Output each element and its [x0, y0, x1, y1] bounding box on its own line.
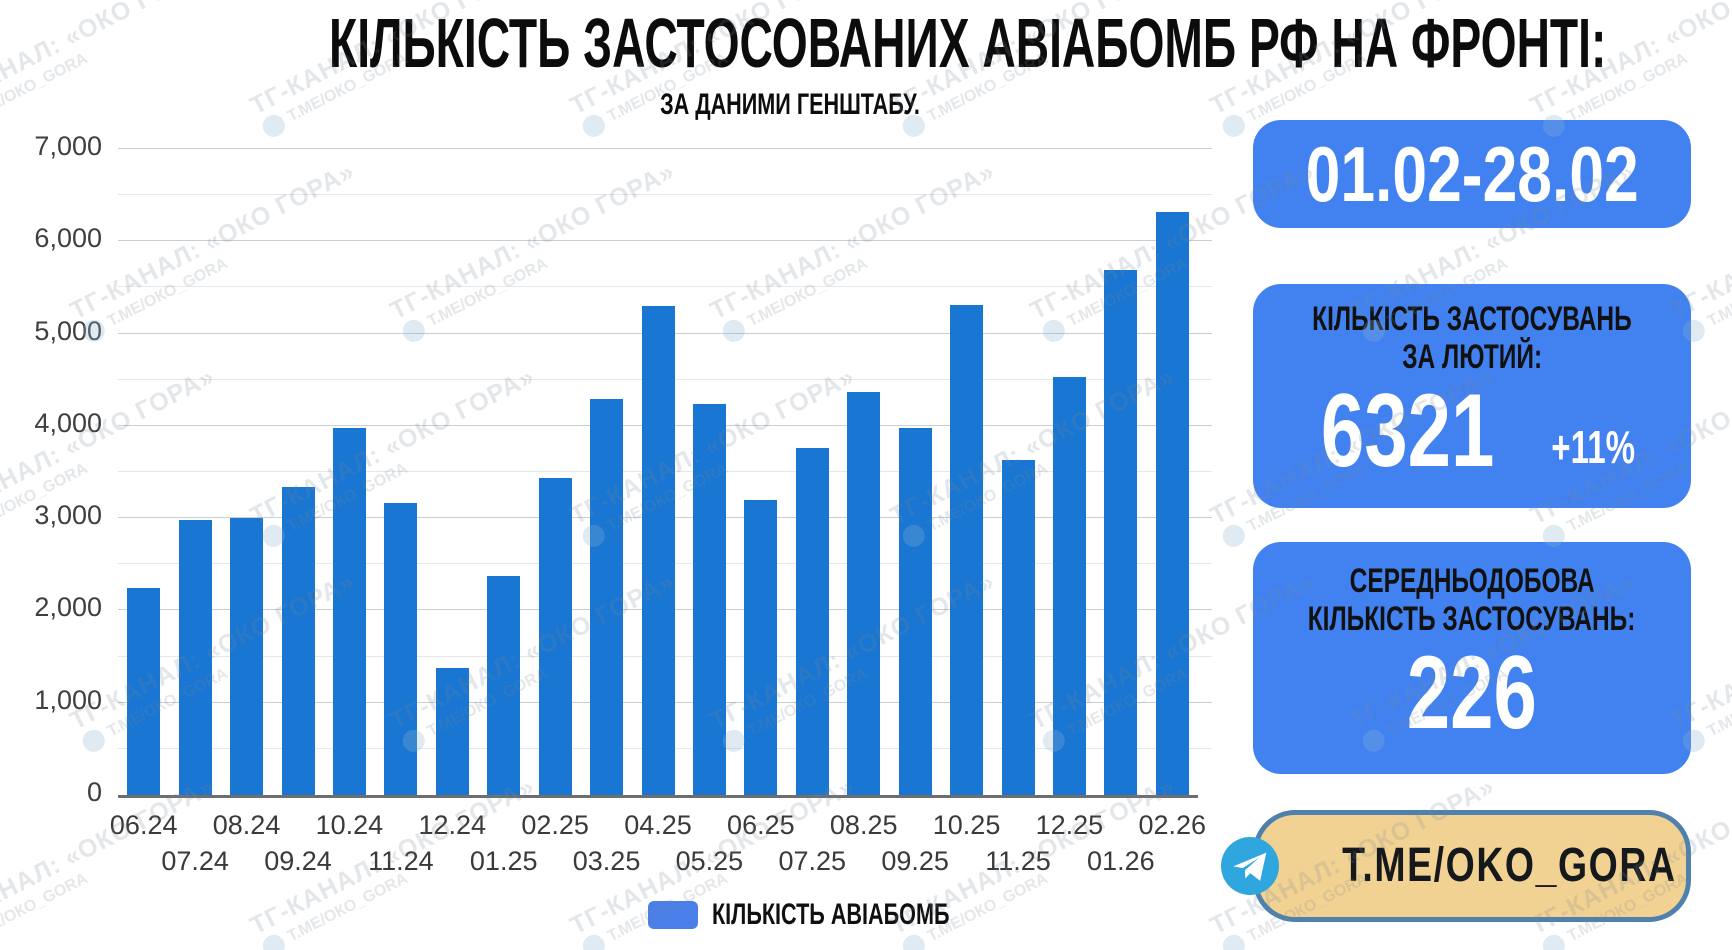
daily-average-label-line1: СЕРЕДНЬОДОБОВА	[1349, 562, 1595, 600]
bar-11.24	[384, 503, 418, 795]
bar-02.26	[1155, 211, 1189, 795]
bar-09.25	[898, 427, 932, 795]
bar-06.24	[127, 588, 161, 795]
x-tick-label-11.24: 11.24	[368, 846, 434, 876]
bar-08.24	[230, 518, 264, 795]
x-tick-label-05.25: 05.25	[675, 846, 744, 876]
x-tick-label-08.25: 08.25	[829, 810, 898, 840]
x-tick-label-10.24: 10.24	[315, 810, 384, 840]
daily-average-value: 226	[1406, 635, 1538, 752]
bar-01.25	[487, 576, 521, 795]
daily-average-label-line2: КІЛЬКІСТЬ ЗАСТОСУВАНЬ:	[1308, 600, 1636, 639]
x-tick-label-06.24: 06.24	[109, 810, 178, 840]
gridline-5500	[118, 286, 1212, 288]
date-range-text: 01.02-28.02	[1305, 130, 1639, 218]
bar-02.25	[538, 478, 572, 795]
telegram-handle: T.ME/OKO_GORA	[1341, 839, 1677, 892]
x-tick-label-12.24: 12.24	[418, 810, 487, 840]
bar-12.24	[435, 667, 469, 795]
x-tick-label-04.25: 04.25	[624, 810, 692, 840]
bar-05.25	[692, 403, 726, 795]
chart-title: КІЛЬКІСТЬ ЗАСТОСОВАНИХ АВІАБОМБ РФ НА ФР…	[329, 4, 1607, 82]
x-tick-label-01.26: 01.26	[1087, 846, 1155, 876]
chart-legend: КІЛЬКІСТЬ АВІАБОМБ	[648, 900, 1042, 930]
bar-10.24	[332, 427, 366, 795]
y-tick-label-1000: 1,000	[34, 684, 102, 715]
bar-10.25	[950, 304, 984, 795]
bar-07.24	[178, 520, 212, 795]
bar-07.25	[795, 448, 829, 795]
legend-swatch-icon	[648, 901, 698, 929]
bar-01.26	[1104, 269, 1138, 795]
x-tick-label-02.25: 02.25	[521, 810, 589, 840]
bar-03.25	[590, 399, 624, 795]
monthly-usage-label-line2: ЗА ЛЮТИЙ:	[1402, 338, 1542, 377]
gridline-6000	[118, 240, 1212, 242]
y-tick-label-3000: 3,000	[34, 500, 102, 531]
x-tick-label-02.26: 02.26	[1138, 810, 1207, 840]
x-tick-label-09.25: 09.25	[881, 846, 949, 876]
y-tick-label-4000: 4,000	[34, 407, 102, 438]
x-tick-label-07.25: 07.25	[778, 846, 847, 876]
x-tick-label-07.24: 07.24	[161, 846, 229, 876]
bar-04.25	[641, 305, 675, 795]
y-tick-label-2000: 2,000	[34, 592, 102, 623]
monthly-usage-badge: КІЛЬКІСТЬ ЗАСТОСУВАНЬ ЗА ЛЮТИЙ: 6321 +11…	[1253, 284, 1691, 508]
monthly-usage-label-line1: КІЛЬКІСТЬ ЗАСТОСУВАНЬ	[1312, 300, 1632, 338]
x-tick-label-03.25: 03.25	[572, 846, 641, 876]
y-tick-label-7000: 7,000	[34, 131, 102, 161]
monthly-usage-value: 6321	[1321, 373, 1495, 490]
bar-12.25	[1052, 376, 1086, 795]
gridline-6500	[118, 194, 1212, 196]
bar-09.24	[281, 486, 315, 795]
bar-06.25	[744, 499, 778, 795]
telegram-icon	[1220, 837, 1279, 895]
bar-08.25	[847, 391, 881, 795]
x-tick-label-12.25: 12.25	[1035, 810, 1104, 840]
bar-11.25	[1001, 460, 1035, 795]
x-tick-label-06.25: 06.25	[727, 810, 795, 840]
daily-average-badge: СЕРЕДНЬОДОБОВА КІЛЬКІСТЬ ЗАСТОСУВАНЬ: 22…	[1253, 542, 1691, 774]
legend-label: КІЛЬКІСТЬ АВІАБОМБ	[712, 898, 950, 931]
x-tick-label-01.25: 01.25	[469, 846, 538, 876]
plot-area: 0 1,000 2,000 3,000 4,000 5,000 6,000 7,000	[34, 133, 1212, 806]
chart-subtitle: ЗА ДАНИМИ ГЕНШТАБУ.	[660, 88, 920, 121]
x-tick-label-11.25: 11.25	[985, 846, 1051, 876]
x-tick-label-09.24: 09.24	[264, 846, 332, 876]
gridline-7000	[118, 148, 1212, 149]
date-range-badge: 01.02-28.02	[1253, 120, 1691, 228]
x-tick-label-10.25: 10.25	[932, 810, 1001, 840]
y-tick-label-5000: 5,000	[34, 315, 102, 346]
y-tick-label-6000: 6,000	[34, 223, 102, 254]
x-tick-label-08.24: 08.24	[212, 810, 281, 840]
y-tick-label-0: 0	[86, 777, 102, 807]
monthly-usage-delta: +11%	[1551, 420, 1636, 473]
telegram-link-badge[interactable]: T.ME/OKO_GORA	[1220, 810, 1691, 922]
